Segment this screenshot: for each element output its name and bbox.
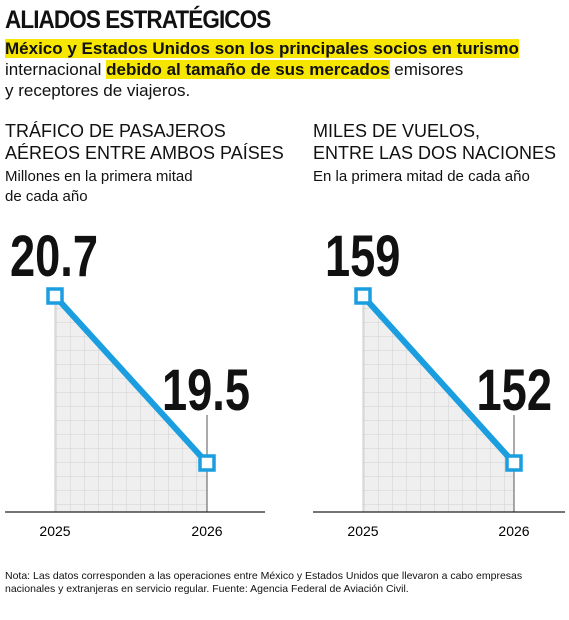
marker [198,454,216,472]
value-label: 152 [477,359,552,424]
value-label: 159 [325,225,400,290]
title: ALIADOS ESTRATÉGICOS [5,6,271,34]
chart-title: TRÁFICO DE PASAJEROS [5,121,226,141]
line [360,293,517,466]
x-tick-label: 2025 [39,523,70,539]
chart-subtitle: de cada año [5,188,88,205]
lead-text: internacional [5,60,102,79]
value-label: 19.5 [162,359,250,424]
marker [46,287,64,305]
x-tick-label: 2025 [347,523,378,539]
lead-text: y receptores de viajeros. [5,81,191,100]
value-label: 20.7 [10,225,98,290]
marker [505,454,523,472]
lead-highlight: debido al tamaño de sus mercados [106,60,390,79]
note: Nota: Las datos corresponden a las opera… [5,570,523,595]
chart-title: MILES DE VUELOS, [313,121,481,141]
lead-text: emisores [394,60,464,79]
line [52,293,210,466]
chart-subtitle: En la primera mitad de cada año [313,168,530,185]
x-tick-label: 2026 [498,523,529,539]
x-tick-label: 2026 [191,523,222,539]
marker [354,287,372,305]
chart-title: AÉREOS ENTRE AMBOS PAÍSES [5,143,284,163]
lead: México y Estados Unidos son los principa… [5,38,565,101]
lead-highlight: México y Estados Unidos son los principa… [5,39,519,58]
chart-subtitle: Millones en la primera mitad [5,168,193,185]
chart-title: ENTRE LAS DOS NACIONES [313,143,557,163]
